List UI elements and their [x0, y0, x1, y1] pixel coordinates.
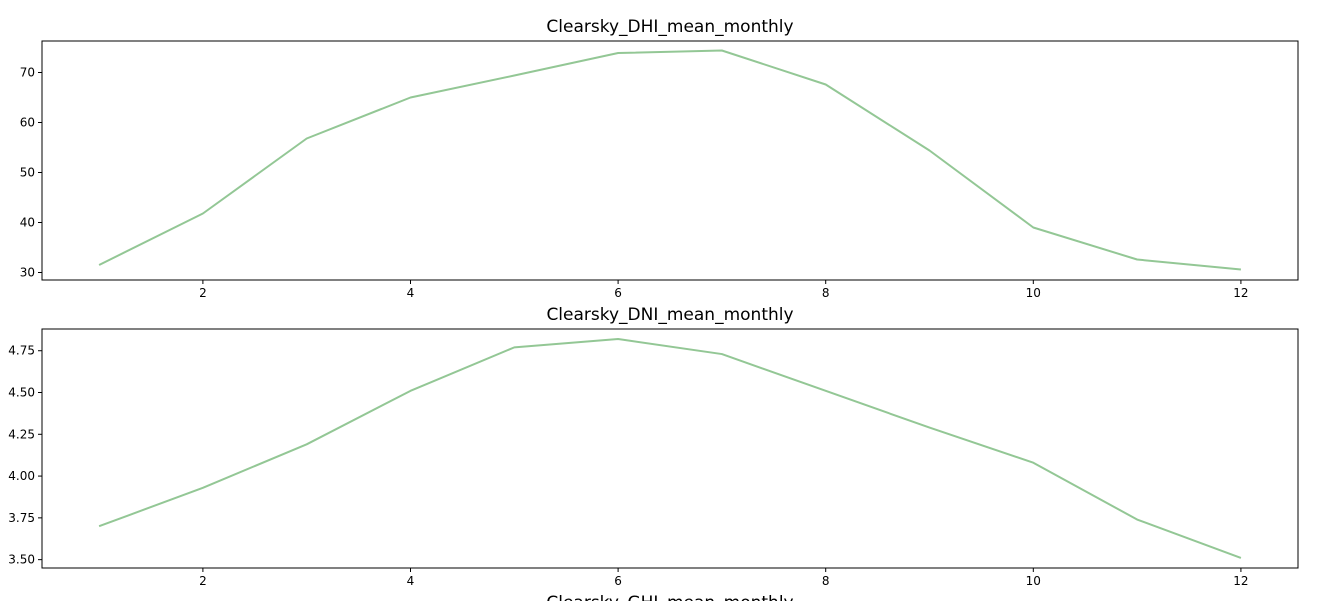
dni-yticks-group: 3.50 3.75 4.00 4.25 4.50 4.75: [8, 344, 42, 567]
dhi-chart: Clearsky_DHI_mean_monthly 30 40 50 60 70 2 4 6…: [20, 17, 1299, 300]
dni-series-group: [98, 338, 1242, 559]
dni-xtick-label: 10: [1026, 574, 1041, 588]
dni-series-line-0: [98, 338, 1242, 559]
dni-axes-frame: [41, 328, 1299, 569]
dhi-xtick-label: 2: [199, 286, 207, 300]
dhi-xtick-label: 12: [1233, 286, 1248, 300]
dni-ytick-label: 3.50: [8, 553, 35, 567]
dni-chart: Clearsky_DNI_mean_monthly 3.50 3.75 4.00 4.…: [8, 305, 1299, 588]
dni-xtick-label: 2: [199, 574, 207, 588]
dhi-chart-title: Clearsky_DHI_mean_monthly: [546, 17, 793, 37]
dhi-xtick-label: 10: [1026, 286, 1041, 300]
dni-xtick-label: 8: [822, 574, 830, 588]
dhi-series-group: [98, 49, 1242, 271]
dni-chart-title: Clearsky_DNI_mean_monthly: [546, 305, 793, 325]
dni-ytick-label: 4.50: [8, 386, 35, 400]
dni-ytick-label: 3.75: [8, 511, 35, 525]
dhi-ytick-label: 30: [20, 266, 35, 280]
ghi-chart-title: Clearsky_GHI_mean_monthly: [546, 593, 793, 601]
dhi-axes-frame: [41, 40, 1299, 281]
dni-xtick-label: 12: [1233, 574, 1248, 588]
dhi-ytick-label: 40: [20, 216, 35, 230]
dni-xtick-label: 6: [614, 574, 622, 588]
dhi-xtick-label: 6: [614, 286, 622, 300]
dhi-xtick-label: 4: [407, 286, 415, 300]
dhi-ytick-label: 50: [20, 166, 35, 180]
dhi-yticks-group: 30 40 50 60 70: [20, 66, 42, 280]
dhi-ytick-label: 60: [20, 116, 35, 130]
dni-xticks-group: 2 4 6 8 10 12: [199, 568, 1249, 588]
dni-ytick-label: 4.75: [8, 344, 35, 358]
dni-xtick-label: 4: [407, 574, 415, 588]
dhi-xtick-label: 8: [822, 286, 830, 300]
dhi-series-line-0: [98, 49, 1242, 271]
dhi-xticks-group: 2 4 6 8 10 12: [199, 280, 1249, 300]
dni-ytick-label: 4.25: [8, 427, 35, 441]
dni-ytick-label: 4.00: [8, 469, 35, 483]
dhi-ytick-label: 70: [20, 66, 35, 80]
